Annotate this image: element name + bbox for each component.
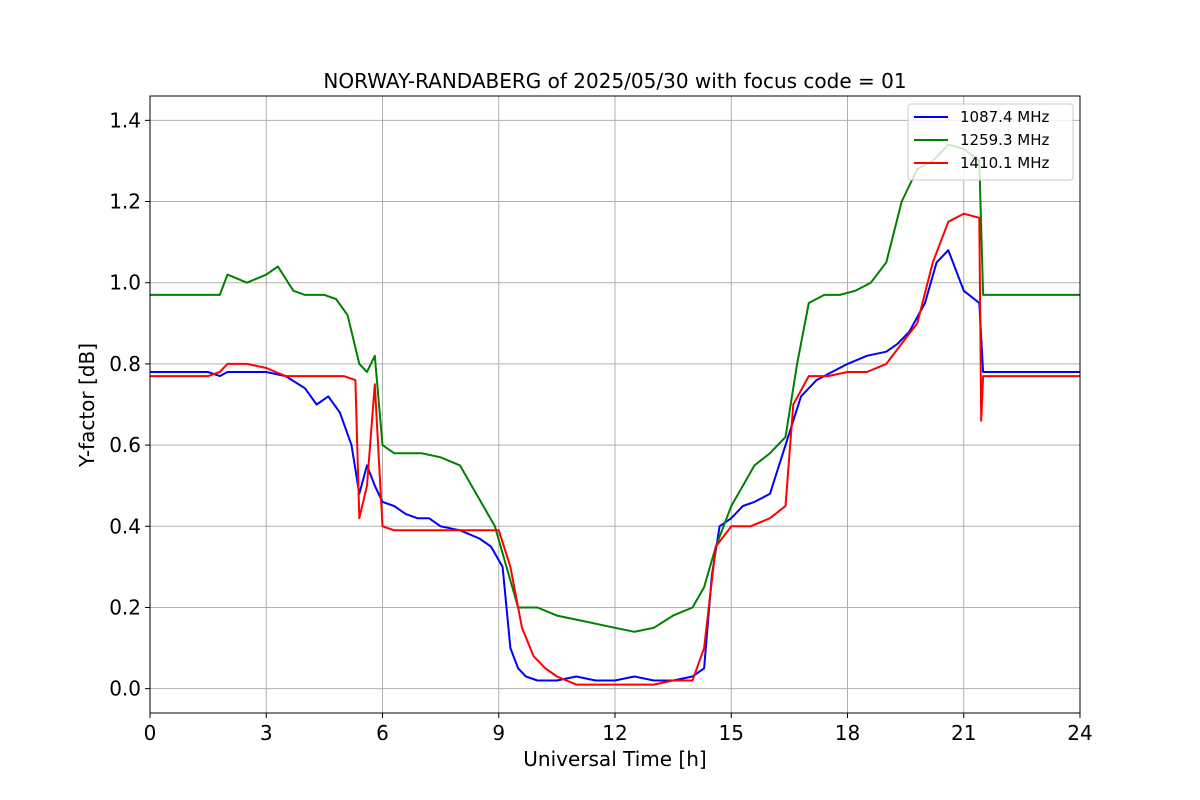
x-tick-label: 15 [719, 721, 744, 745]
x-axis-label: Universal Time [h] [523, 747, 706, 771]
y-axis-label: Y-factor [dB] [75, 343, 99, 468]
x-axis: 0 3 6 9 12 15 18 21 24 [144, 713, 1093, 745]
legend-box [907, 103, 1074, 181]
legend-label: 1087.4 MHz [960, 108, 1049, 126]
y-axis: 0.0 0.2 0.4 0.6 0.8 1.0 1.2 1.4 [109, 108, 150, 701]
x-tick-label: 18 [835, 721, 860, 745]
y-tick-label: 1.0 [109, 271, 141, 295]
y-tick-label: 1.4 [109, 108, 141, 132]
chart-title: NORWAY-RANDABERG of 2025/05/30 with focu… [323, 69, 906, 93]
grid [149, 96, 1081, 713]
legend-label: 1410.1 MHz [960, 154, 1049, 172]
x-tick-label: 12 [602, 721, 627, 745]
series-line-0 [150, 249, 1080, 682]
series-line-2 [150, 212, 1080, 686]
legend: 1087.4 MHz 1259.3 MHz 1410.1 MHz [907, 103, 1074, 181]
x-tick-label: 6 [376, 721, 389, 745]
x-tick-label: 21 [951, 721, 976, 745]
legend-label: 1259.3 MHz [960, 131, 1049, 149]
y-tick-label: 0.0 [109, 677, 141, 701]
y-tick-label: 0.2 [109, 595, 141, 619]
x-tick-label: 0 [144, 721, 157, 745]
y-tick-label: 1.2 [109, 190, 141, 214]
y-tick-label: 0.6 [109, 433, 141, 457]
y-tick-label: 0.8 [109, 352, 141, 376]
x-tick-label: 3 [260, 721, 273, 745]
y-tick-label: 0.4 [109, 514, 141, 538]
x-tick-label: 9 [492, 721, 505, 745]
x-tick-label: 24 [1067, 721, 1092, 745]
